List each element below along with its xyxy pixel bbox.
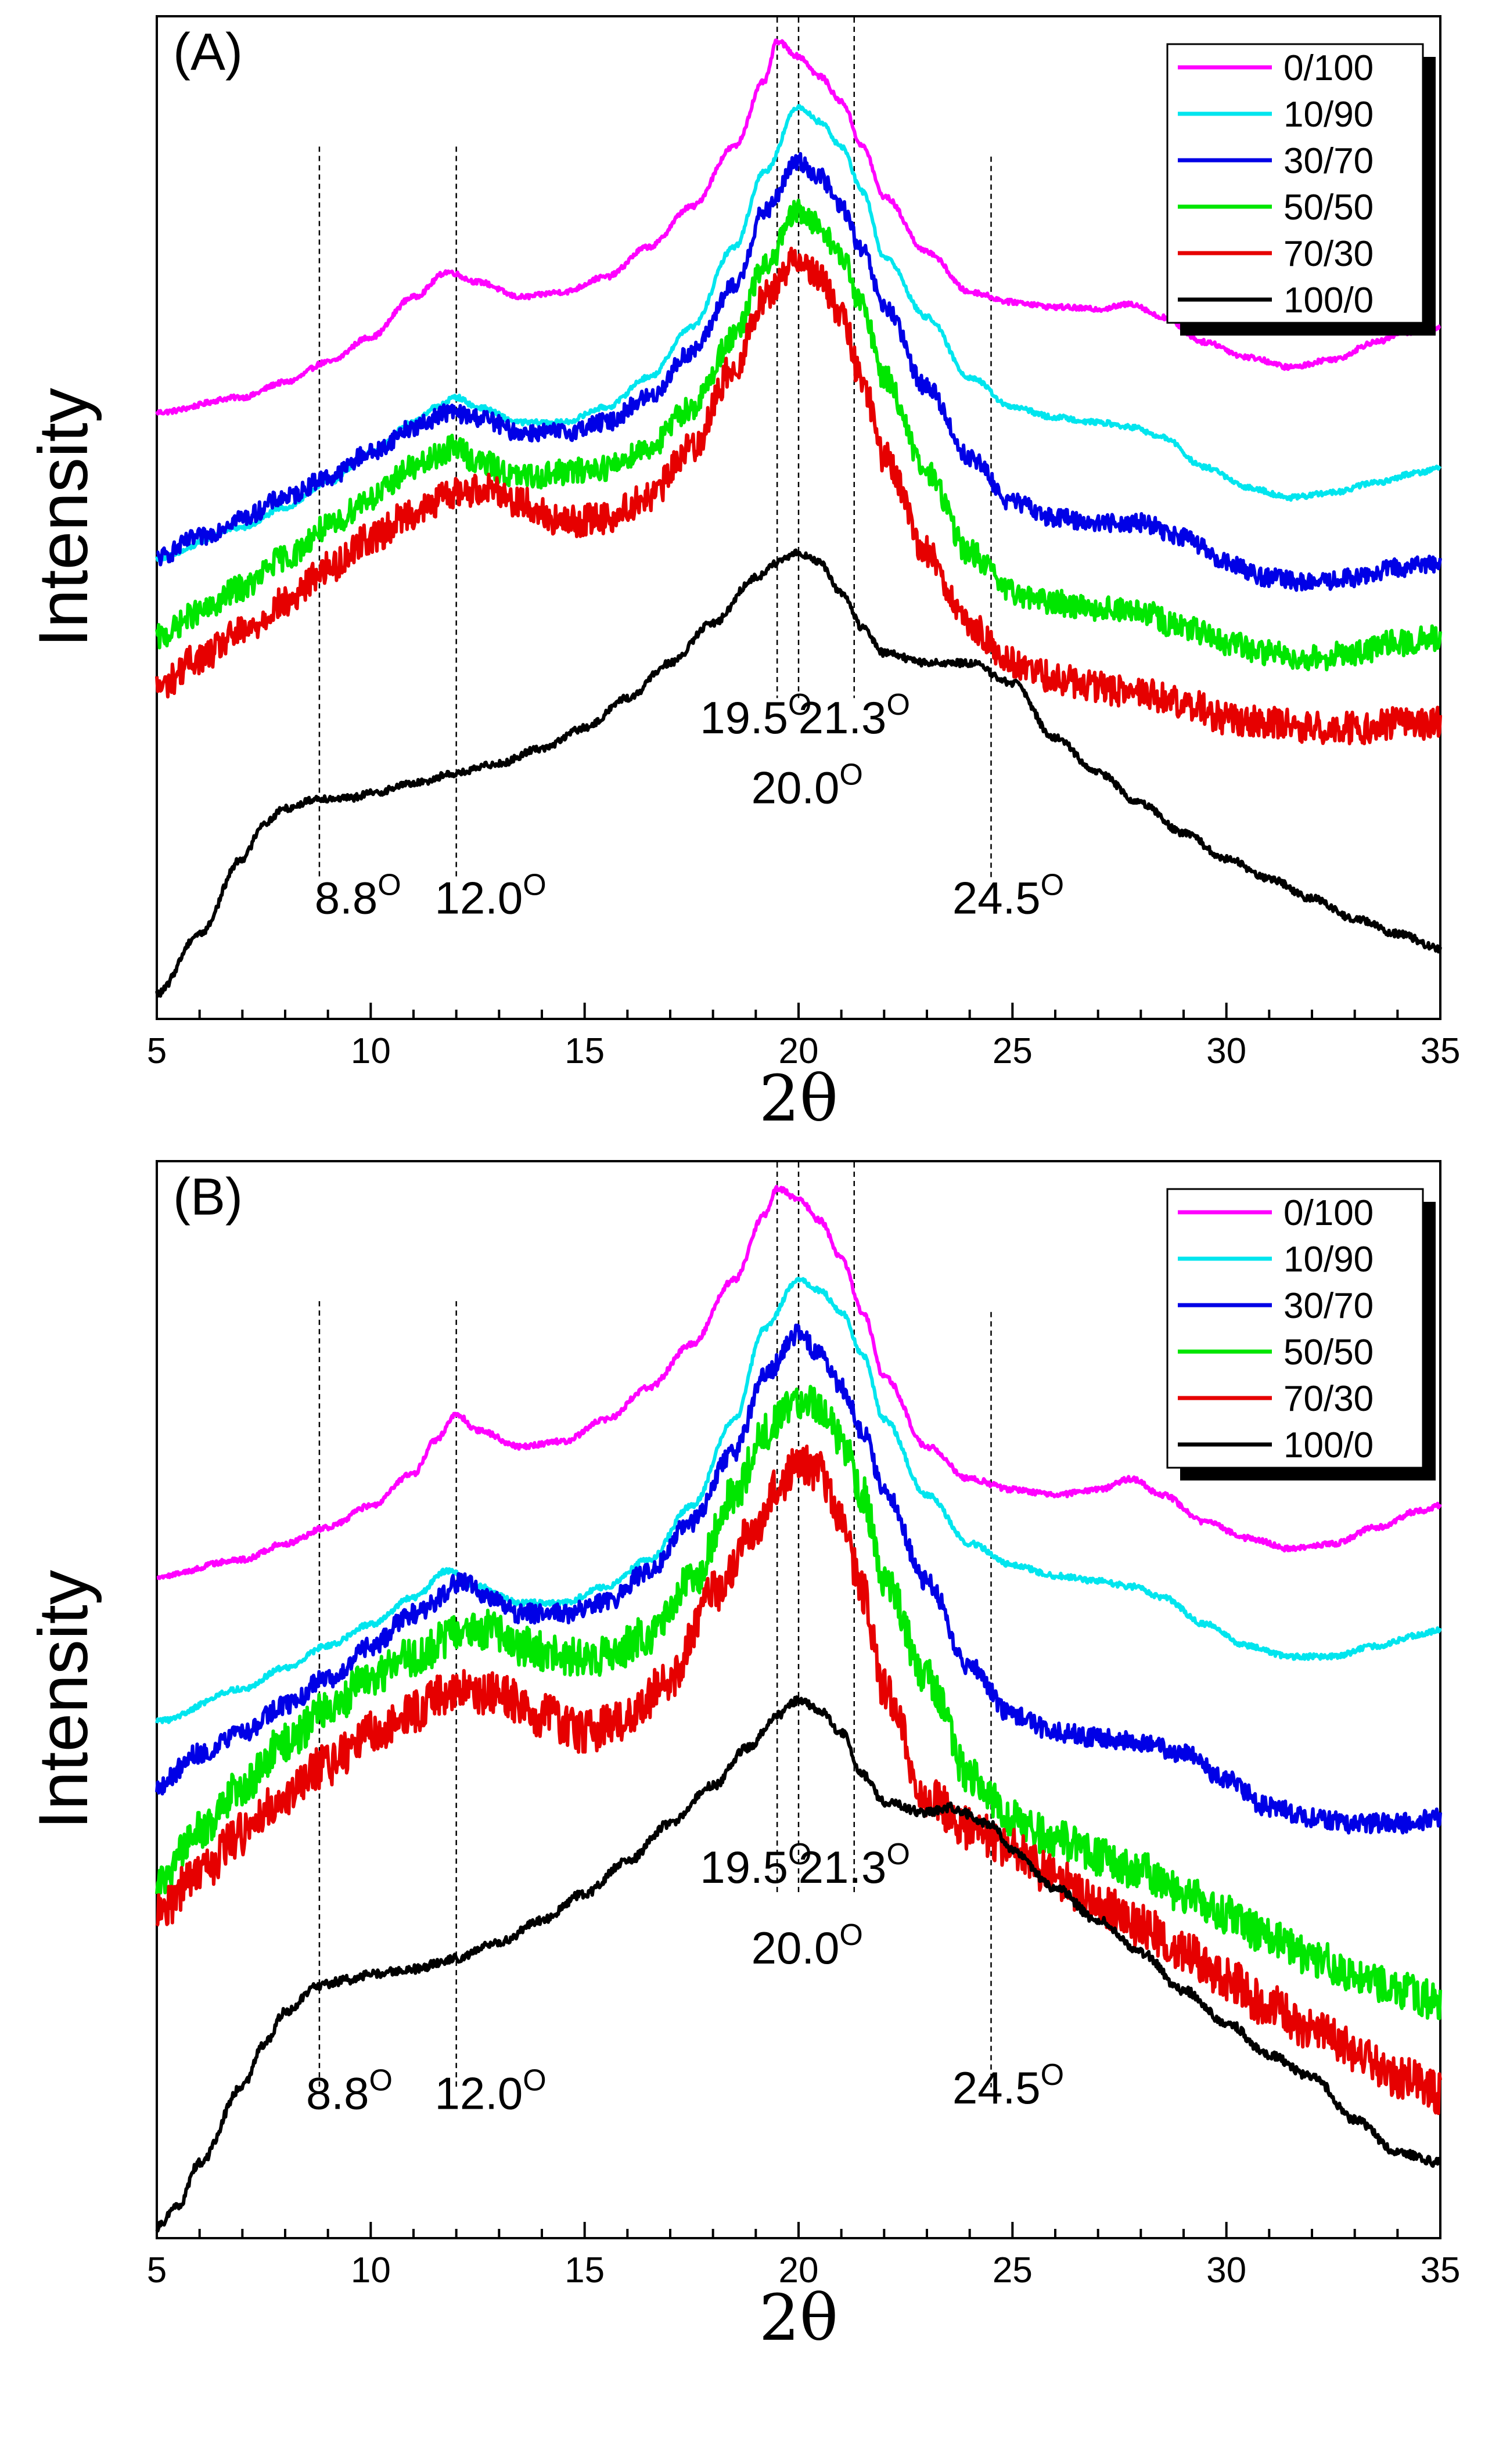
annotation-degree: O (1041, 869, 1064, 902)
annotation-degree: O (523, 2063, 546, 2097)
x-tick-label: 5 (147, 2250, 167, 2290)
peak-annotation: 24.5O (952, 869, 1064, 924)
series-line-0-100 (156, 1184, 1442, 1580)
legend-label: 0/100 (1284, 1193, 1374, 1233)
annotation-value: 8.8 (315, 873, 378, 924)
annotation-value: 24.5 (952, 2062, 1041, 2113)
y-axis-title: Intensity (24, 1570, 102, 1829)
series-line-50-50 (155, 1385, 1442, 2020)
x-tick-label: 5 (147, 1031, 167, 1071)
x-tick-label: 15 (565, 2250, 605, 2290)
panel-label: (A) (173, 23, 243, 81)
legend-label: 100/0 (1284, 280, 1374, 320)
series-line-70-30 (155, 1444, 1442, 2115)
legend-label: 70/30 (1284, 234, 1374, 274)
peak-annotation: 20.0O (752, 1918, 863, 1973)
peak-annotation: 12.0O (434, 869, 546, 924)
annotation-degree: O (1041, 2058, 1064, 2092)
x-tick-label: 25 (993, 1031, 1033, 1071)
annotation-degree: O (788, 1838, 811, 1871)
annotation-degree: O (523, 869, 546, 902)
peak-annotation: 12.0O (434, 2063, 546, 2119)
series-line-10-90 (155, 1277, 1442, 1724)
peak-annotation: 8.8O (315, 869, 401, 924)
annotation-degree: O (886, 1838, 909, 1871)
x-axis-title: 2θ (759, 2281, 838, 2355)
peak-annotation: 19.5O (700, 688, 811, 743)
series-line-50-50 (155, 199, 1442, 672)
annotation-value: 19.5 (700, 1842, 788, 1893)
peak-annotation: 19.5O (700, 1838, 811, 1893)
x-axis-title: 2θ (759, 1061, 838, 1136)
series-line-0-100 (155, 38, 1441, 416)
series-line-100-0 (155, 548, 1442, 998)
legend-label: 0/100 (1284, 48, 1374, 88)
series-line-30-70 (155, 1323, 1442, 1835)
legend-box (1166, 1188, 1424, 1469)
legend-label: 10/90 (1284, 95, 1374, 135)
x-tick-label: 35 (1421, 2250, 1461, 2290)
x-tick-label: 30 (1206, 2250, 1246, 2290)
annotation-value: 24.5 (952, 873, 1041, 924)
annotation-value: 20.0 (752, 1922, 840, 1973)
y-axis-title: Intensity (24, 388, 102, 647)
x-tick-label: 10 (351, 2250, 391, 2290)
legend-box (1166, 43, 1424, 324)
x-tick-label: 35 (1421, 1031, 1461, 1071)
annotation-degree: O (839, 1918, 862, 1952)
x-tick-label: 20 (779, 1031, 819, 1071)
peak-annotation: 8.8O (306, 2063, 393, 2119)
annotation-value: 21.3 (799, 692, 887, 743)
annotation-value: 12.0 (434, 873, 523, 924)
annotation-value: 19.5 (700, 692, 788, 743)
annotation-degree: O (788, 688, 811, 722)
x-tick-label: 30 (1206, 1031, 1246, 1071)
legend-label: 50/50 (1284, 1332, 1374, 1373)
x-tick-label: 25 (993, 2250, 1033, 2290)
annotation-degree: O (839, 758, 862, 792)
annotation-value: 20.0 (752, 762, 840, 813)
peak-annotation: 21.3O (799, 688, 910, 743)
legend-label: 50/50 (1284, 188, 1374, 228)
annotation-degree: O (378, 869, 401, 902)
legend-label: 30/70 (1284, 1286, 1374, 1326)
x-tick-label: 10 (351, 1031, 391, 1071)
x-tick-label: 15 (565, 1031, 605, 1071)
legend-label: 30/70 (1284, 141, 1374, 181)
annotation-value: 12.0 (434, 2067, 523, 2119)
series-line-30-70 (156, 152, 1442, 592)
peak-annotation: 21.3O (799, 1838, 910, 1893)
legend-label: 70/30 (1284, 1379, 1374, 1419)
legend-label: 100/0 (1284, 1425, 1374, 1465)
legend-label: 10/90 (1284, 1240, 1374, 1280)
annotation-degree: O (886, 688, 909, 722)
series-line-100-0 (155, 1695, 1441, 2233)
peak-annotation: 20.0O (752, 758, 863, 813)
x-tick-label: 20 (779, 2250, 819, 2290)
annotation-value: 21.3 (799, 1842, 887, 1893)
annotation-value: 8.8 (306, 2067, 369, 2119)
panel-label: (B) (173, 1168, 243, 1226)
series-line-70-30 (155, 246, 1442, 745)
annotation-degree: O (369, 2063, 392, 2097)
peak-annotation: 24.5O (952, 2058, 1064, 2113)
